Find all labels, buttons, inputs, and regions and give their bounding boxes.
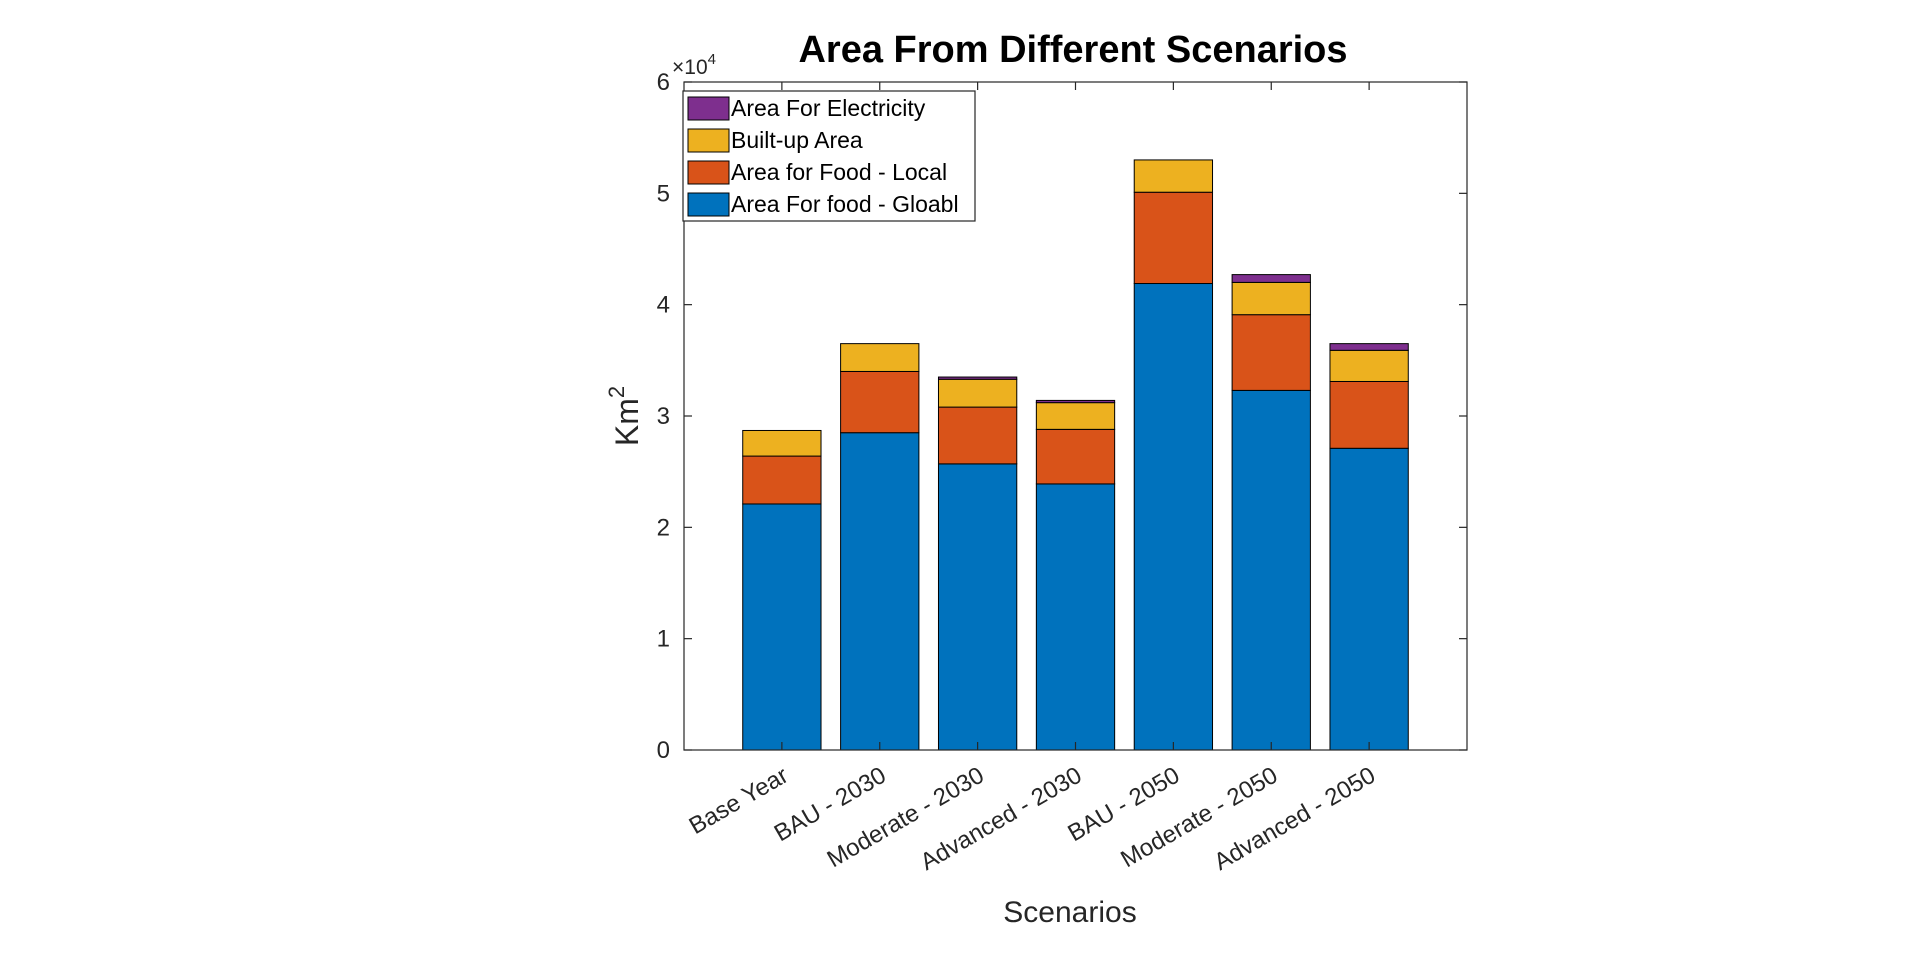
bar-segment-3 [1035,399,1116,404]
legend-swatch [687,160,730,185]
bar-segment-3 [937,376,1018,380]
y-tick-label: 5 [657,180,670,207]
exponent-power: 4 [708,51,716,68]
bar-segment-0 [742,503,822,751]
bar-segment-0 [1231,389,1311,751]
bar-segment-2 [840,343,920,372]
bar-segment-1 [742,455,822,505]
bar-segment-2 [1329,349,1409,382]
legend-label: Area For food - Gloabl [731,191,959,217]
bar-segment-2 [742,429,822,457]
x-tick-label: Advanced - 2030 [916,762,1087,876]
y-tick-label: 1 [657,626,670,653]
bar-segment-1 [1133,191,1214,285]
legend-swatch [687,128,730,153]
y-tick-label: 3 [657,403,670,430]
legend-box [682,90,976,222]
bar-stacks [742,159,1409,751]
exponent-base: ×10 [672,56,708,79]
bar-segment-0 [1329,447,1409,751]
legend-swatch [687,192,730,217]
bar-segment-1 [1231,314,1311,391]
svg-text:×104: ×104 [672,51,716,79]
bar-segment-3 [1329,343,1409,351]
chart-title: Area From Different Scenarios [798,29,1347,71]
bar-segment-0 [937,463,1018,751]
y-exponent-label: ×104 [672,51,716,79]
legend-label: Built-up Area [731,127,863,153]
y-tick-label: 6 [657,69,670,96]
bar-segment-2 [1133,159,1214,193]
bar-segment-1 [1035,428,1116,485]
y-tick-label: 4 [657,292,670,319]
x-tick-label: Advanced - 2050 [1209,762,1380,876]
y-axis-label: Km2 [604,386,645,446]
y-axis-label-text: Km [609,398,645,446]
bar-segment-1 [1329,380,1409,449]
bar-segment-2 [1231,281,1311,316]
bar-segment-0 [840,432,920,751]
legend-label: Area for Food - Local [731,159,947,185]
bar-segment-0 [1035,483,1116,751]
bar-segment-1 [937,406,1018,465]
bar-segment-3 [1231,274,1311,283]
svg-text:Km2: Km2 [604,386,645,446]
x-axis-label: Scenarios [1003,896,1136,929]
bar-segment-0 [1133,283,1214,751]
legend-items: Area For Electricity Built-up Area Area fo… [687,95,959,217]
legend-swatch [687,96,730,121]
y-axis-label-superscript: 2 [604,386,629,398]
y-tick-label: 0 [657,737,670,764]
legend: Area For Electricity Built-up Area Area fo… [682,90,976,222]
legend-label: Area For Electricity [731,95,926,121]
bar-segment-1 [840,370,920,434]
bar-segment-2 [937,378,1018,408]
y-tick-label: 2 [657,514,670,541]
bar-segment-2 [1035,402,1116,430]
